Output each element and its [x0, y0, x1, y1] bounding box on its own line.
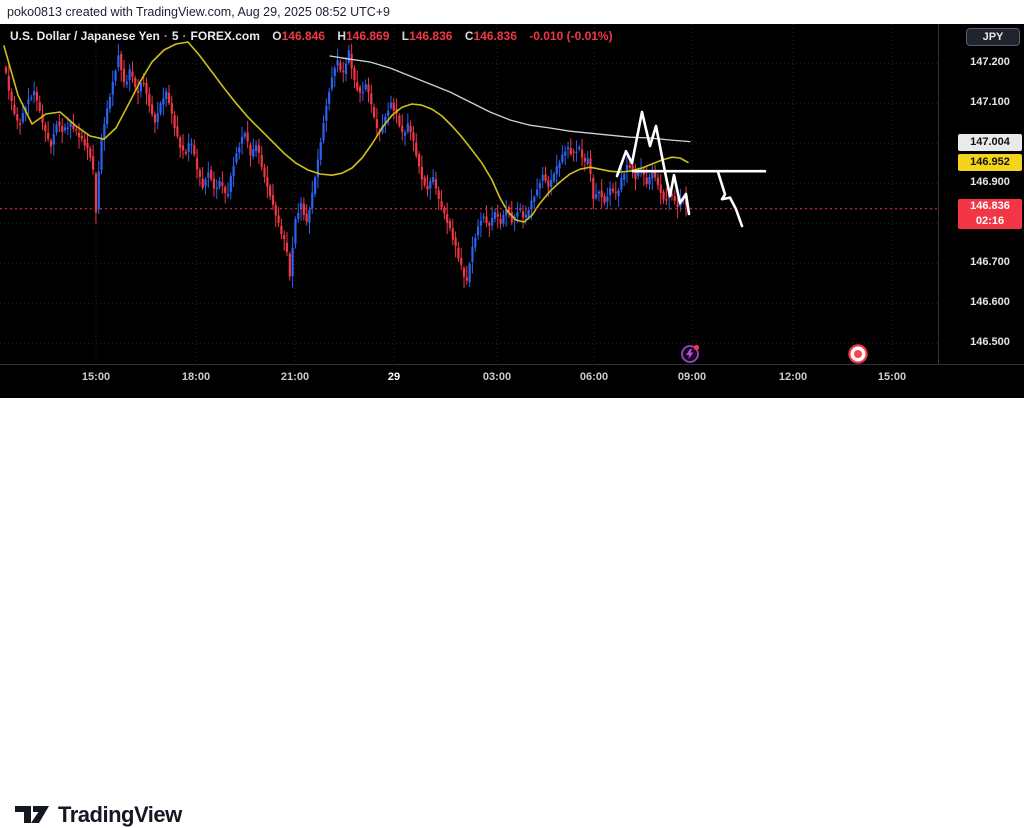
last-price-value: 146.836 — [970, 199, 1010, 212]
time-axis-label: 12:00 — [778, 371, 808, 383]
yellow-ma-line — [3, 41, 689, 223]
low-value: 146.836 — [409, 29, 453, 43]
white-ma-line — [329, 55, 691, 143]
price-axis-label: 147.200 — [970, 56, 1010, 69]
tradingview-wordmark: TradingView — [58, 802, 182, 827]
price-axis[interactable] — [938, 24, 1024, 364]
time-axis-label: 15:00 — [81, 371, 111, 383]
interval-value[interactable]: 5 — [171, 29, 179, 43]
last-price-badge: 146.836 02:16 — [958, 198, 1022, 229]
price-chart-canvas[interactable] — [0, 0, 1024, 441]
trend-drawing-zigzag — [615, 110, 691, 216]
white-ma-price-badge: 147.004 — [958, 133, 1022, 151]
open-value: 146.846 — [281, 29, 325, 43]
yellow-ma-price-badge: 146.952 — [958, 154, 1022, 172]
candlestick-series — [4, 43, 688, 289]
price-axis-label: 146.500 — [970, 336, 1010, 349]
bar-countdown: 02:16 — [975, 214, 1005, 227]
time-axis-label: 18:00 — [181, 371, 211, 383]
record-event-icon[interactable] — [846, 342, 870, 366]
exchange-name[interactable]: FOREX.com — [190, 29, 260, 43]
attribution-bar: poko0813 created with TradingView.com, A… — [0, 0, 1024, 24]
time-axis-label: 06:00 — [579, 371, 609, 383]
grid-lines — [0, 24, 938, 364]
price-axis-label: 146.900 — [970, 176, 1010, 189]
time-axis[interactable] — [0, 364, 1024, 398]
time-axis-label: 09:00 — [677, 371, 707, 383]
symbol-legend: U.S. Dollar / Japanese Yen · 5 · FOREX.com O… — [10, 29, 613, 43]
price-axis-label: 146.700 — [970, 256, 1010, 269]
lightning-event-icon[interactable] — [678, 342, 702, 366]
forecast-arrow-drawing — [716, 170, 744, 228]
price-axis-label: 147.100 — [970, 96, 1010, 109]
close-value: 146.836 — [473, 29, 517, 43]
symbol-title[interactable]: U.S. Dollar / Japanese Yen — [10, 29, 160, 43]
open-label: O — [272, 29, 282, 43]
footer-bar: TradingView — [0, 397, 1024, 827]
tradingview-mark-icon — [15, 806, 49, 823]
price-axis-label: 146.600 — [970, 296, 1010, 309]
currency-button[interactable]: JPY — [966, 28, 1020, 46]
close-label: C — [464, 29, 474, 43]
time-axis-label: 15:00 — [877, 371, 907, 383]
high-value: 146.869 — [346, 29, 390, 43]
time-axis-label: 03:00 — [482, 371, 512, 383]
legend-separator: · — [182, 29, 187, 43]
high-label: H — [337, 29, 346, 43]
tradingview-logo[interactable]: TradingView — [14, 802, 182, 828]
time-axis-label: 29 — [387, 371, 401, 383]
change-value: -0.010 (-0.01%) — [529, 29, 613, 43]
low-label: L — [401, 29, 410, 43]
legend-separator: · — [163, 29, 168, 43]
time-axis-label: 21:00 — [280, 371, 310, 383]
